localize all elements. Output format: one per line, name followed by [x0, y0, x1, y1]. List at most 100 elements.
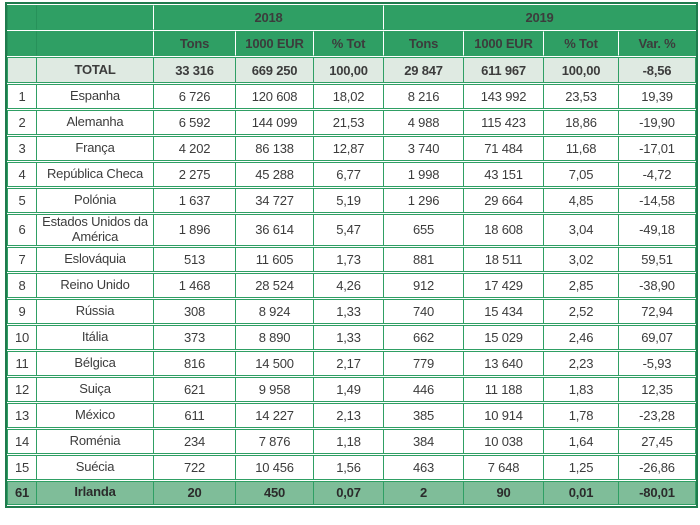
value-cell: -5,93: [619, 350, 696, 376]
value-cell: 11 188: [464, 376, 544, 402]
value-cell: 7 648: [464, 454, 544, 480]
table-row: 8 Reino Unido 1 468 28 524 4,26 912 17 429 2,85…: [7, 272, 696, 298]
corner-country-cell: [37, 5, 154, 30]
value-cell: 27,45: [619, 428, 696, 454]
value-cell: 1,33: [314, 324, 384, 350]
value-cell: -4,72: [619, 162, 696, 187]
value-cell: 10 914: [464, 402, 544, 428]
rank-cell: 3: [7, 136, 37, 161]
value-cell: 33 316: [154, 57, 236, 83]
value-cell: -19,90: [619, 110, 696, 135]
value-cell: 450: [236, 480, 314, 505]
value-cell: 17 429: [464, 272, 544, 298]
country-cell: Suécia: [37, 454, 154, 480]
value-cell: 816: [154, 350, 236, 376]
value-cell: 385: [384, 402, 464, 428]
value-cell: 28 524: [236, 272, 314, 298]
rank-cell: 9: [7, 298, 37, 324]
value-cell: 1,56: [314, 454, 384, 480]
rank-cell: 4: [7, 162, 37, 187]
value-cell: 29 847: [384, 57, 464, 83]
year-header-row: 2018 2019: [7, 5, 696, 30]
year-header-2018: 2018: [154, 5, 384, 30]
rank-cell: 13: [7, 402, 37, 428]
value-cell: 36 614: [236, 214, 314, 246]
value-cell: 10 456: [236, 454, 314, 480]
rank-cell: 7: [7, 246, 37, 272]
value-cell: 6,77: [314, 162, 384, 187]
country-cell: TOTAL: [37, 57, 154, 83]
value-cell: 18,02: [314, 84, 384, 109]
value-cell: 100,00: [544, 57, 619, 83]
country-cell: Itália: [37, 324, 154, 350]
col-header-tons-2019: Tons: [384, 31, 464, 56]
value-cell: 881: [384, 246, 464, 272]
value-cell: 3,02: [544, 246, 619, 272]
value-cell: -80,01: [619, 480, 696, 505]
value-cell: -14,58: [619, 188, 696, 213]
value-cell: 0,07: [314, 480, 384, 505]
table-row: 12 Suiça 621 9 958 1,49 446 11 188 1,83 12,35: [7, 376, 696, 402]
rank-cell: 6: [7, 214, 37, 246]
value-cell: 15 434: [464, 298, 544, 324]
value-cell: 1,83: [544, 376, 619, 402]
value-cell: 86 138: [236, 136, 314, 161]
value-cell: 3,04: [544, 214, 619, 246]
value-cell: 7 876: [236, 428, 314, 454]
value-cell: 513: [154, 246, 236, 272]
value-cell: 740: [384, 298, 464, 324]
value-cell: 2,52: [544, 298, 619, 324]
value-cell: 29 664: [464, 188, 544, 213]
rank-cell: [7, 57, 37, 83]
value-cell: 669 250: [236, 57, 314, 83]
value-cell: 5,47: [314, 214, 384, 246]
value-cell: 19,39: [619, 84, 696, 109]
corner-rank-cell: [7, 5, 37, 30]
value-cell: 15 029: [464, 324, 544, 350]
value-cell: 1,18: [314, 428, 384, 454]
value-cell: 1 896: [154, 214, 236, 246]
value-cell: 384: [384, 428, 464, 454]
value-cell: 1,49: [314, 376, 384, 402]
value-cell: 23,53: [544, 84, 619, 109]
value-cell: 100,00: [314, 57, 384, 83]
value-cell: 11,68: [544, 136, 619, 161]
value-cell: 8 924: [236, 298, 314, 324]
value-cell: 59,51: [619, 246, 696, 272]
value-cell: 6 726: [154, 84, 236, 109]
value-cell: 69,07: [619, 324, 696, 350]
value-cell: 611: [154, 402, 236, 428]
value-cell: 1,73: [314, 246, 384, 272]
value-cell: 463: [384, 454, 464, 480]
value-cell: 8 216: [384, 84, 464, 109]
value-cell: 43 151: [464, 162, 544, 187]
table-row: 10 Itália 373 8 890 1,33 662 15 029 2,46 69,07: [7, 324, 696, 350]
rank-cell: 1: [7, 84, 37, 109]
country-cell: Reino Unido: [37, 272, 154, 298]
rank-cell: 10: [7, 324, 37, 350]
value-cell: 722: [154, 454, 236, 480]
value-cell: 34 727: [236, 188, 314, 213]
value-cell: 308: [154, 298, 236, 324]
table-row: 13 México 611 14 227 2,13 385 10 914 1,78 -23,28: [7, 402, 696, 428]
table-row: 7 Eslováquia 513 11 605 1,73 881 18 511 3,02 59,…: [7, 246, 696, 272]
country-cell: Alemanha: [37, 110, 154, 135]
value-cell: 4,26: [314, 272, 384, 298]
country-cell: Roménia: [37, 428, 154, 454]
value-cell: 779: [384, 350, 464, 376]
table-row: 15 Suécia 722 10 456 1,56 463 7 648 1,25 -26,86: [7, 454, 696, 480]
value-cell: 71 484: [464, 136, 544, 161]
value-cell: 655: [384, 214, 464, 246]
value-cell: 1 637: [154, 188, 236, 213]
value-cell: 12,87: [314, 136, 384, 161]
value-cell: 12,35: [619, 376, 696, 402]
value-cell: 144 099: [236, 110, 314, 135]
value-cell: 4,85: [544, 188, 619, 213]
value-cell: 2 275: [154, 162, 236, 187]
table-row: 6 Estados Unidos da América 1 896 36 614 5,4…: [7, 214, 696, 246]
value-cell: 21,53: [314, 110, 384, 135]
value-cell: 14 500: [236, 350, 314, 376]
table-row: 3 França 4 202 86 138 12,87 3 740 71 484 11,68-…: [7, 136, 696, 161]
value-cell: 1 998: [384, 162, 464, 187]
col-header-eur-2018: 1000 EUR: [236, 31, 314, 56]
